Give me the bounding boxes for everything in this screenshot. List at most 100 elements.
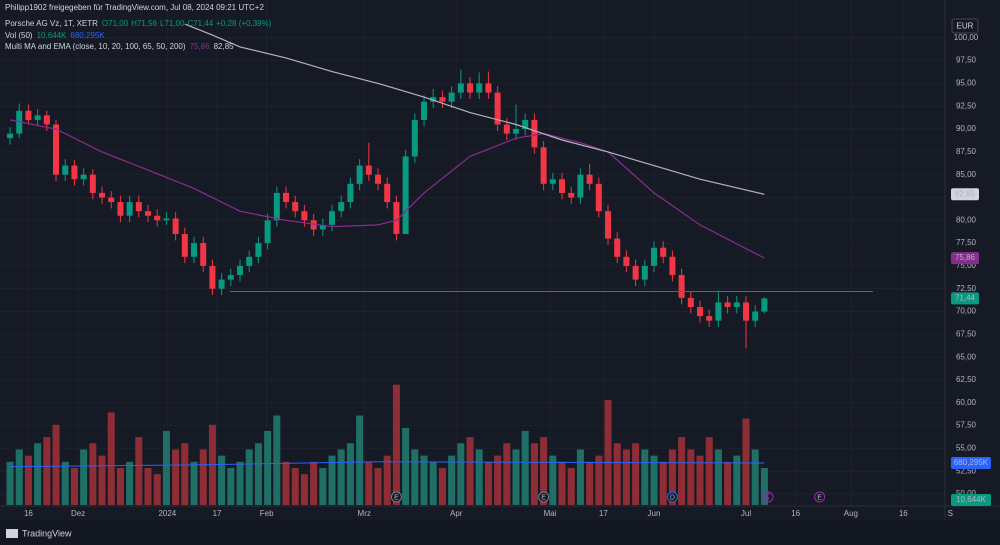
volume-bar bbox=[245, 449, 253, 505]
price-tag bbox=[951, 292, 979, 305]
volume-bar bbox=[567, 467, 575, 505]
y-tick-label: 72,50 bbox=[956, 284, 977, 293]
moving-average bbox=[184, 23, 765, 195]
legend-line: Multi MA and EMA (close, 10, 20, 100, 65… bbox=[5, 42, 234, 51]
volume-bar bbox=[162, 430, 170, 505]
candle-body bbox=[513, 129, 520, 134]
volume-bar bbox=[116, 467, 124, 505]
candle-body bbox=[154, 215, 161, 221]
volume-bar bbox=[218, 455, 226, 505]
volume-bar bbox=[144, 467, 152, 505]
volume-bar bbox=[466, 437, 474, 505]
volume-bar bbox=[181, 443, 189, 505]
currency[interactable]: EUR bbox=[957, 22, 974, 31]
candle-body bbox=[448, 92, 455, 102]
candle-body bbox=[752, 311, 759, 321]
volume-bar bbox=[70, 467, 78, 505]
candle-body bbox=[227, 275, 234, 280]
volume-bar bbox=[24, 455, 32, 505]
candle-body bbox=[457, 83, 464, 93]
x-tick-label: 16 bbox=[899, 509, 908, 518]
candle-body bbox=[715, 302, 722, 321]
ma-value: 75,86 bbox=[190, 42, 211, 51]
vol-value: 10,644K bbox=[37, 31, 67, 40]
y-tick-label: 57,50 bbox=[956, 421, 977, 430]
volume-bar bbox=[530, 443, 538, 505]
volume-bar bbox=[126, 461, 134, 505]
volume-bar bbox=[199, 449, 207, 505]
candle-body bbox=[623, 256, 630, 266]
y-tick-label: 85,00 bbox=[956, 170, 977, 179]
volume-bar bbox=[494, 455, 502, 505]
candle-body bbox=[375, 174, 382, 184]
candle-body bbox=[246, 256, 253, 266]
volume-bar bbox=[742, 418, 750, 505]
y-tick-label: 62,50 bbox=[956, 375, 977, 384]
event-label: D bbox=[670, 494, 675, 501]
symbol: Porsche AG Vz, 1T, XETR bbox=[5, 19, 98, 28]
event-label: E bbox=[541, 494, 546, 501]
x-tick-label: 16 bbox=[24, 509, 33, 518]
candle-body bbox=[319, 224, 326, 230]
ohlc: O71,00 bbox=[102, 19, 129, 28]
volume-bar bbox=[300, 474, 308, 505]
volume-bar bbox=[310, 461, 318, 505]
volume-bar bbox=[668, 449, 676, 505]
candle-body bbox=[181, 233, 188, 257]
candle-body bbox=[108, 197, 115, 203]
candle-body bbox=[430, 97, 437, 102]
candle-body bbox=[384, 183, 391, 203]
volume-bar bbox=[438, 467, 446, 505]
candle-body bbox=[439, 97, 446, 102]
candle-body bbox=[99, 192, 106, 198]
volume-bar bbox=[264, 430, 272, 505]
event-label: E bbox=[817, 494, 822, 501]
volume-bar bbox=[291, 467, 299, 505]
volume-bar bbox=[604, 400, 612, 505]
x-tick-label: 16 bbox=[791, 509, 800, 518]
candle-body bbox=[651, 247, 658, 266]
event-label: E bbox=[394, 494, 399, 501]
volume-bar bbox=[613, 443, 621, 505]
volume-bar bbox=[227, 467, 235, 505]
event-marker[interactable] bbox=[390, 491, 402, 503]
volume-bar bbox=[760, 467, 768, 505]
candle-body bbox=[200, 243, 207, 266]
candle-body bbox=[25, 110, 32, 120]
volume-bar bbox=[724, 461, 732, 505]
volume-bar bbox=[190, 461, 198, 505]
candle-body bbox=[733, 302, 740, 307]
volume-bar bbox=[576, 449, 584, 505]
volume-bar bbox=[80, 449, 88, 505]
logo bbox=[6, 529, 18, 538]
volume-bar bbox=[365, 461, 373, 505]
currency-button[interactable] bbox=[951, 18, 979, 34]
event-icon[interactable] bbox=[762, 491, 774, 503]
volume-bar bbox=[236, 461, 244, 505]
candle-body bbox=[687, 297, 694, 307]
candle-body bbox=[743, 302, 750, 321]
volume-bar bbox=[512, 449, 520, 505]
candle-body bbox=[126, 202, 133, 216]
candle-body bbox=[724, 302, 731, 307]
event-marker[interactable] bbox=[538, 491, 550, 503]
candle-body bbox=[421, 101, 428, 120]
candle-body bbox=[53, 124, 60, 175]
event-marker[interactable] bbox=[814, 491, 826, 503]
volume-bar bbox=[622, 449, 630, 505]
legend-line: Vol (50) 10,644K 680,295K bbox=[5, 31, 105, 40]
volume-bar bbox=[15, 449, 23, 505]
volume-bar bbox=[153, 474, 161, 505]
volume-bar bbox=[521, 430, 529, 505]
volume-bar bbox=[540, 437, 548, 505]
volume-bar bbox=[678, 437, 686, 505]
candle-body bbox=[7, 133, 14, 139]
candle-body bbox=[273, 192, 280, 221]
volume-bar bbox=[650, 455, 658, 505]
candle-body bbox=[632, 265, 639, 280]
event-marker[interactable] bbox=[666, 491, 678, 503]
candle-body bbox=[411, 119, 418, 157]
volume-bar bbox=[337, 449, 345, 505]
volume-bar bbox=[687, 449, 695, 505]
